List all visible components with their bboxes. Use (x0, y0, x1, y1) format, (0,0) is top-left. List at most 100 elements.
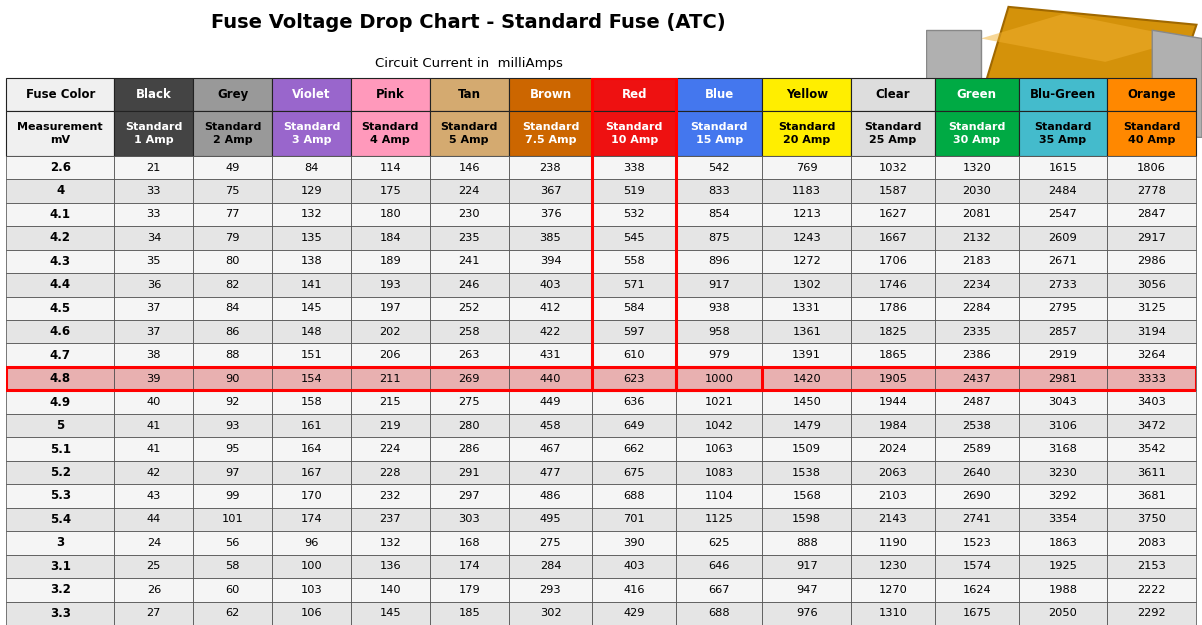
Bar (351, 554, 430, 578)
Text: 1786: 1786 (879, 303, 908, 313)
Text: 2292: 2292 (1137, 608, 1166, 618)
Text: 151: 151 (300, 350, 322, 360)
Text: 1538: 1538 (792, 468, 821, 478)
Bar (351, 461, 430, 484)
Text: 1391: 1391 (792, 350, 821, 360)
Text: 610: 610 (624, 350, 645, 360)
Text: 303: 303 (458, 514, 480, 524)
Bar (6, 202, 114, 226)
Bar (351, 249, 430, 273)
Text: 280: 280 (458, 421, 480, 431)
Text: 25: 25 (147, 561, 161, 571)
Bar (272, 554, 351, 578)
Text: Standard
7.5 Amp: Standard 7.5 Amp (522, 122, 579, 144)
Bar (593, 179, 677, 203)
Text: 1450: 1450 (792, 397, 821, 407)
Text: 3750: 3750 (1137, 514, 1166, 524)
Bar (272, 344, 351, 367)
Bar (272, 156, 351, 179)
Text: 86: 86 (226, 327, 240, 337)
Text: 1568: 1568 (792, 491, 821, 501)
Text: Fuse Color: Fuse Color (25, 88, 95, 101)
Text: 37: 37 (147, 303, 161, 313)
Bar (430, 531, 508, 554)
Bar (6, 414, 114, 437)
Text: 2437: 2437 (963, 374, 992, 384)
Bar (1107, 202, 1196, 226)
Bar (851, 344, 935, 367)
Bar (6, 78, 114, 111)
Bar (935, 438, 1018, 461)
Bar (114, 601, 194, 625)
Bar (1018, 296, 1107, 320)
Bar (593, 202, 677, 226)
Bar (114, 78, 194, 111)
Bar (114, 320, 194, 344)
Bar (851, 554, 935, 578)
Text: 97: 97 (226, 468, 240, 478)
Text: 477: 477 (540, 468, 561, 478)
Bar (194, 531, 272, 554)
Bar (935, 344, 1018, 367)
Text: 3043: 3043 (1048, 397, 1077, 407)
Text: 532: 532 (624, 209, 645, 219)
Text: 206: 206 (380, 350, 401, 360)
Text: 92: 92 (226, 397, 240, 407)
Bar (114, 156, 194, 179)
Bar (677, 531, 762, 554)
Bar (935, 179, 1018, 203)
Bar (935, 156, 1018, 179)
Text: Grey: Grey (218, 88, 249, 101)
Text: 41: 41 (147, 444, 161, 454)
Text: 2671: 2671 (1048, 256, 1077, 266)
Bar (677, 578, 762, 601)
Text: 2741: 2741 (963, 514, 992, 524)
Text: 211: 211 (380, 374, 401, 384)
Bar (677, 508, 762, 531)
Text: 2919: 2919 (1048, 350, 1077, 360)
Text: 412: 412 (540, 303, 561, 313)
Text: 3292: 3292 (1048, 491, 1077, 501)
Bar (762, 296, 851, 320)
Text: 542: 542 (708, 162, 730, 172)
Bar (114, 111, 194, 156)
Bar (593, 344, 677, 367)
Bar (351, 156, 430, 179)
Bar (272, 601, 351, 625)
Text: 376: 376 (540, 209, 561, 219)
Polygon shape (981, 14, 1188, 62)
Text: 979: 979 (708, 350, 730, 360)
Text: 141: 141 (300, 280, 322, 290)
Text: 36: 36 (147, 280, 161, 290)
Text: 3.2: 3.2 (49, 583, 71, 596)
Bar (508, 296, 593, 320)
Bar (272, 226, 351, 249)
Bar (430, 296, 508, 320)
Bar (762, 391, 851, 414)
Text: 1320: 1320 (963, 162, 992, 172)
Bar (677, 461, 762, 484)
Text: 2063: 2063 (879, 468, 908, 478)
Text: 167: 167 (300, 468, 322, 478)
Bar (677, 391, 762, 414)
Text: 168: 168 (458, 538, 480, 548)
Bar (1018, 273, 1107, 296)
Bar (851, 156, 935, 179)
Bar (593, 601, 677, 625)
Bar (762, 414, 851, 437)
Bar (851, 202, 935, 226)
Bar (114, 578, 194, 601)
Bar (6, 508, 114, 531)
Text: 246: 246 (458, 280, 480, 290)
Bar (762, 601, 851, 625)
Bar (430, 367, 508, 391)
Text: 2609: 2609 (1048, 233, 1077, 243)
Bar (272, 320, 351, 344)
Bar (6, 111, 114, 156)
Bar (351, 111, 430, 156)
Bar (1018, 202, 1107, 226)
Text: 1190: 1190 (879, 538, 908, 548)
Bar (762, 367, 851, 391)
Bar (508, 438, 593, 461)
Text: 4.1: 4.1 (49, 208, 71, 221)
